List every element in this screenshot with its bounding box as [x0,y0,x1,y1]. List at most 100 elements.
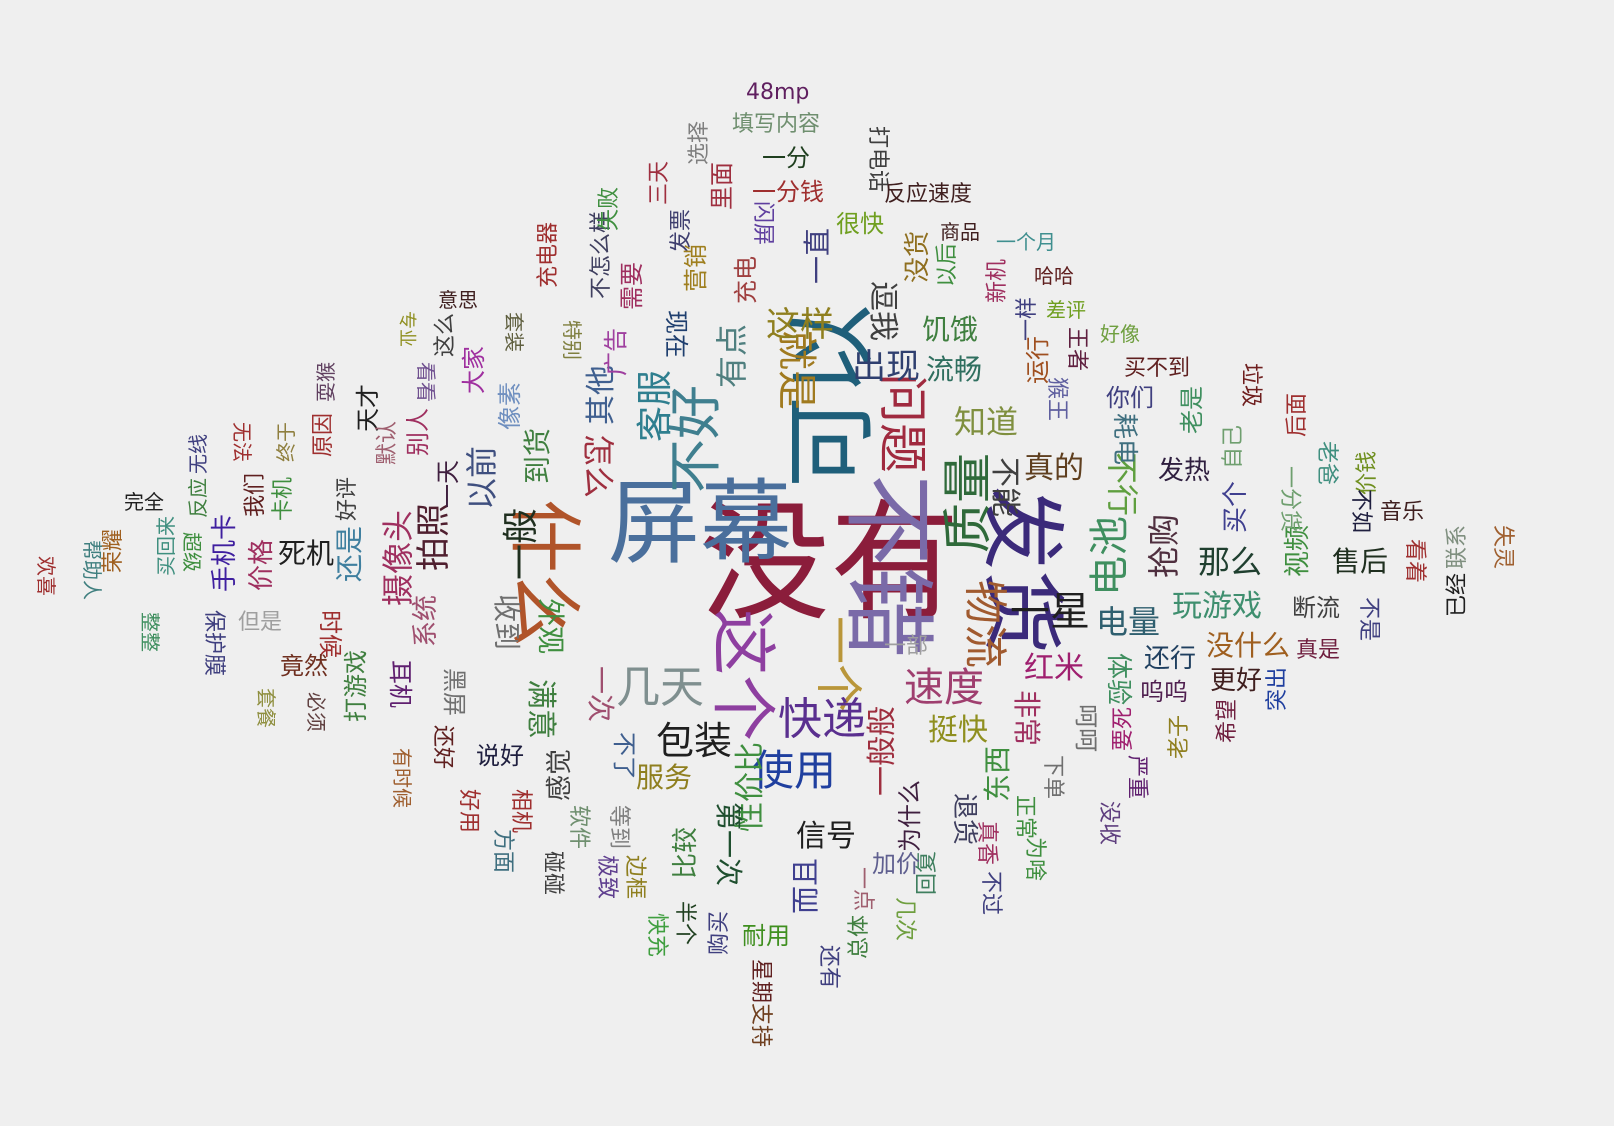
word: 第一次 [712,801,746,887]
word: 视频 [1283,524,1314,578]
word: 失灵 [1490,524,1516,570]
word: 方面 [490,828,516,874]
word: 拍照 [414,503,454,571]
word: 挺快 [928,713,988,748]
word: 逗我 [865,281,900,341]
word: 耳机 [386,660,414,708]
word: 一个月 [996,230,1056,254]
word: 保护膜 [201,609,227,677]
word: 希望 [1215,698,1241,744]
word: 还行 [1144,644,1197,674]
word: 像素 [496,382,524,430]
word: 老是 [1178,386,1206,434]
word: 呜呜 [1140,678,1188,706]
word: 等到 [606,804,632,850]
word: 为什么 [896,780,924,852]
word: 还好 [430,724,456,770]
word: 没有 [700,487,961,639]
word: 这么 [433,312,459,358]
word: 卡机 [271,476,297,522]
word: 软件 [566,804,592,850]
word: 这样 [766,305,834,345]
word: 收到 [490,593,524,651]
word: 反应速度 [884,182,973,207]
word: 终于 [274,422,298,462]
word: 东西 [981,745,1015,803]
word: 快递 [778,694,866,745]
word: 严重 [1124,754,1150,800]
word: 营销 [682,244,710,292]
word: 好像 [1100,322,1140,346]
word: 包装 [656,719,733,763]
word: 回复 [915,850,941,896]
word: 但是 [238,610,283,635]
word: 看看 [414,362,438,402]
word: 呵呵 [1072,704,1100,752]
word: 一分钱 [752,178,824,206]
word: 一部 [884,634,929,659]
word: 联系 [1445,524,1471,570]
word: 一分 [762,144,810,172]
word: 价格 [247,538,278,592]
word: 已经 [1445,572,1471,618]
word: 问题 [873,373,931,473]
word: 自己 [1221,424,1247,470]
word: 电池 [1087,516,1133,596]
word: 哈哈 [1034,264,1074,288]
word: 而且 [789,857,823,915]
word: 充电器 [536,221,562,289]
word: 默认 [375,420,401,466]
word: 一天 [434,460,462,508]
word: 充电 [732,256,760,304]
word: 广告 [602,328,630,376]
word: 还有 [816,944,842,990]
word: 抢购 [1145,513,1184,579]
word: 专业 [396,311,417,347]
word: 有时候 [390,748,414,808]
word: 非常 [1010,689,1044,747]
word: 没什么 [1206,629,1291,662]
word: 需要 [618,262,646,310]
word: 选择 [687,120,713,166]
word: 没货 [903,230,934,284]
word: 说好 [476,742,524,770]
word: 不好 [664,385,727,493]
word: 要死 [1111,706,1137,752]
word: 别人 [404,408,432,456]
word: 垃圾 [1238,362,1264,408]
word: 质量 [939,453,997,553]
word: 以前 [463,445,502,511]
word: 客服 [635,369,677,443]
word: 总体 [847,914,873,960]
word: 一样 [1015,296,1041,342]
word: 半个 [672,900,698,946]
word: 还是 [333,525,367,583]
word: 很快 [836,210,884,238]
word: 购买 [707,910,733,956]
word: 几次 [892,896,918,942]
word: 完全 [124,490,164,514]
word: 一般 [501,507,543,581]
word: 碰碰 [540,850,566,896]
word: 商品 [940,220,980,244]
word: 失败 [597,186,623,232]
word: 时候 [316,610,344,658]
word: 猴王 [1044,376,1070,422]
word: 音乐 [1380,500,1425,525]
word: 不过 [978,870,1004,916]
word: 欢喜 [34,556,58,596]
word: 死机 [278,537,335,570]
word: 极致 [594,854,620,900]
word: 一直 [801,227,835,285]
word: 系统 [411,594,442,648]
word: 一分货 [1277,465,1303,533]
word: 现在 [662,310,690,358]
word: 流畅 [926,353,983,386]
word: 原因 [311,412,337,458]
word: 填写内容 [732,112,821,137]
word: 你们 [1106,384,1154,412]
word: 一般般 [865,706,900,796]
word: 满意 [523,679,558,739]
word: 使用 [752,746,837,795]
word: 知道 [954,403,1019,441]
